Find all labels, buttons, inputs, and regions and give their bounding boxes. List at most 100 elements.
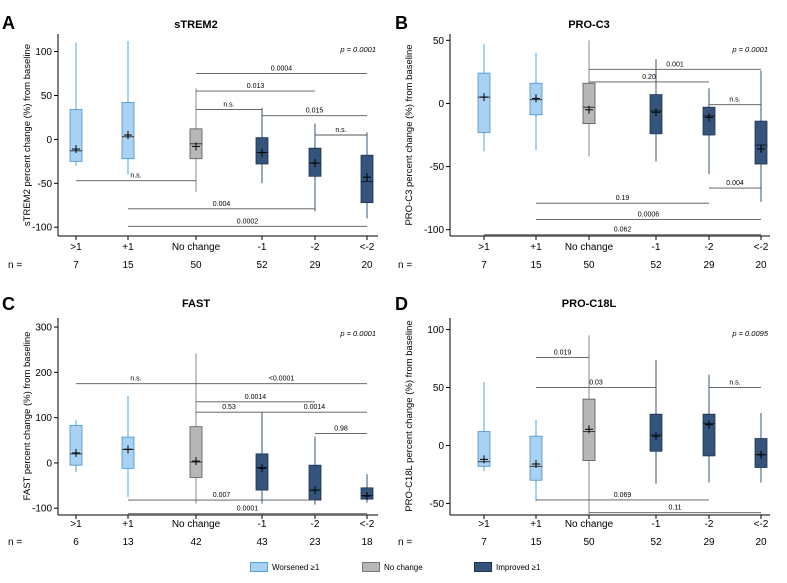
y-tick-label: 100 — [35, 413, 52, 424]
y-tick-label: 50 — [433, 383, 445, 394]
category-label: >1 — [70, 242, 82, 253]
box-3 — [189, 353, 203, 504]
category-label: +1 — [122, 242, 134, 253]
y-tick-label: 50 — [433, 36, 445, 47]
y-tick-label: 100 — [427, 325, 444, 336]
category-label: >1 — [70, 519, 82, 530]
significance-label: 0.0004 — [271, 66, 293, 73]
n-value: 52 — [650, 260, 662, 271]
y-tick-label: 200 — [35, 368, 52, 379]
y-tick-label: -100 — [32, 504, 52, 515]
box-iqr — [754, 120, 768, 165]
n-value: 20 — [361, 260, 373, 271]
n-value: 6 — [73, 537, 79, 548]
category-label: <-2 — [360, 519, 375, 530]
category-label: No change — [172, 519, 221, 530]
y-tick-label: 0 — [46, 135, 52, 146]
n-value: 18 — [361, 537, 373, 548]
significance-label: n.s. — [130, 173, 141, 180]
category-label: +1 — [530, 519, 542, 530]
y-axis-label: PRO-C18L percent change (%) from baselin… — [404, 320, 415, 511]
box-iqr — [69, 109, 83, 162]
box-2 — [529, 52, 543, 151]
category-label: +1 — [530, 242, 542, 253]
n-row-label: n = — [398, 260, 412, 271]
y-tick-label: 300 — [35, 323, 52, 334]
box-iqr — [702, 413, 716, 457]
panel-B: B PRO-C3 PRO-C3 percent change (%) from ba… — [395, 13, 770, 271]
overall-p-value: p = 0.0001 — [731, 45, 768, 54]
y-tick-label: 0 — [438, 99, 444, 110]
box-2 — [529, 419, 543, 502]
panel-title: sTREM2 — [174, 19, 217, 31]
box-1 — [477, 44, 491, 152]
n-value: 29 — [703, 260, 715, 271]
panel-title: PRO-C18L — [562, 298, 617, 310]
significance-label: <0.0001 — [269, 376, 295, 383]
overall-p-value: p = 0.0095 — [731, 329, 768, 338]
n-value: 42 — [190, 537, 202, 548]
category-label: -1 — [652, 242, 661, 253]
y-tick-label: 0 — [438, 441, 444, 452]
category-label: <-2 — [360, 242, 375, 253]
significance-label: 0.069 — [614, 492, 632, 499]
box-4 — [649, 359, 663, 484]
y-axis-label: sTREM2 percent change (%) from baseline — [22, 44, 33, 226]
y-tick-label: -100 — [424, 225, 444, 236]
category-label: -2 — [705, 519, 714, 530]
y-tick-label: 0 — [46, 458, 52, 469]
significance-label: n.s. — [335, 127, 346, 134]
box-6 — [754, 70, 768, 202]
panel-letter: A — [2, 13, 15, 33]
panel-title: PRO-C3 — [568, 19, 610, 31]
category-label: <-2 — [754, 519, 769, 530]
box-iqr — [477, 431, 491, 467]
n-value: 7 — [481, 260, 487, 271]
n-value: 52 — [256, 260, 268, 271]
significance-label: 0.20 — [642, 74, 656, 81]
significance-label: 0.062 — [614, 227, 632, 234]
n-value: 15 — [122, 260, 134, 271]
category-label: -2 — [311, 242, 320, 253]
n-row-label: n = — [8, 260, 22, 271]
significance-label: 0.013 — [247, 83, 265, 90]
y-tick-label: -50 — [38, 179, 53, 190]
n-value: 43 — [256, 537, 268, 548]
n-value: 7 — [73, 260, 79, 271]
n-value: 20 — [755, 537, 767, 548]
n-value: 20 — [755, 260, 767, 271]
box-iqr — [582, 82, 596, 125]
box-iqr — [69, 424, 83, 466]
n-value: 29 — [309, 260, 321, 271]
n-value: 23 — [309, 537, 321, 548]
n-row-label: n = — [398, 537, 412, 548]
box-1 — [69, 419, 83, 472]
category-label: -2 — [705, 242, 714, 253]
significance-label: 0.0001 — [237, 506, 259, 513]
overall-p-value: p = 0.0001 — [339, 329, 376, 338]
significance-label: 0.0014 — [245, 394, 267, 401]
box-3 — [582, 335, 596, 515]
box-4 — [255, 412, 269, 504]
y-tick-label: -50 — [430, 499, 445, 510]
box-3 — [189, 88, 203, 193]
category-label: No change — [565, 519, 614, 530]
category-label: >1 — [478, 242, 490, 253]
overall-p-value: p = 0.0001 — [339, 45, 376, 54]
box-iqr — [121, 102, 135, 160]
category-label: -2 — [311, 519, 320, 530]
n-value: 15 — [530, 537, 542, 548]
category-label: -1 — [258, 519, 267, 530]
box-5 — [308, 436, 322, 505]
category-label: No change — [172, 242, 221, 253]
box-1 — [477, 381, 491, 471]
box-iqr — [308, 464, 322, 501]
significance-label: n.s. — [223, 102, 234, 109]
significance-label: 0.98 — [334, 425, 348, 432]
y-tick-label: -100 — [32, 223, 52, 234]
category-label: +1 — [122, 519, 134, 530]
panel-title: FAST — [182, 298, 210, 310]
significance-label: 0.03 — [589, 380, 603, 387]
significance-label: 0.53 — [222, 404, 236, 411]
significance-label: 0.007 — [213, 492, 231, 499]
